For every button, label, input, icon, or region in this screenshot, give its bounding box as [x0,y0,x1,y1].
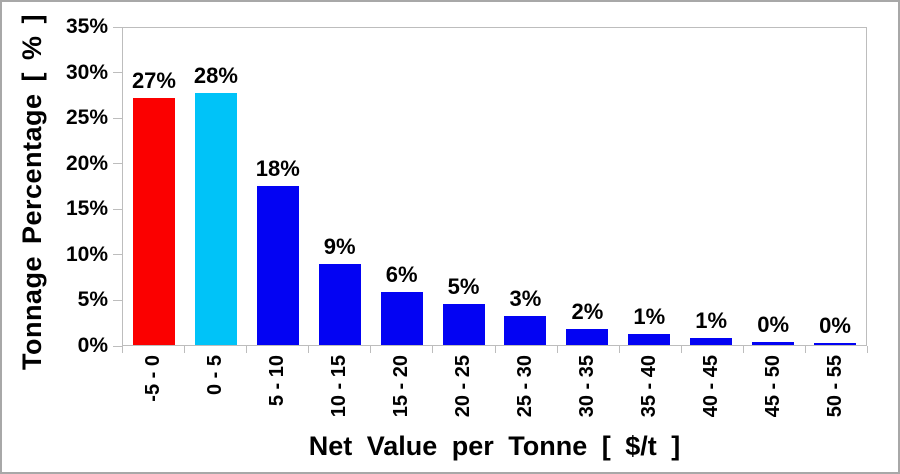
bar-20-25 [442,304,485,345]
x-tick-mark [494,346,496,353]
y-tick-mark [113,163,122,165]
bar-50-55 [814,343,857,345]
x-tick-label: 15 - 20 [389,355,412,418]
y-tick-label: 35% [65,15,108,38]
bar-value-label: 2% [571,298,604,324]
x-tick-label-slot: 30 - 35 [557,355,619,435]
y-tick-label: 0% [77,334,108,357]
y-tick-label: 5% [77,288,108,312]
y-tick-mark [113,26,122,28]
bar-value-label: 27% [131,67,176,93]
bar-10-15 [318,264,361,345]
bar-value-label: 6% [385,261,418,287]
y-tick-label: 30% [65,60,108,84]
bar-value-label: 3% [509,285,542,311]
y-tick-label: 25% [65,106,108,130]
x-tick-mark [867,346,868,353]
x-tick-mark [246,346,248,353]
bar-30-35 [566,329,609,345]
x-tick-label-slot: 10 - 15 [308,355,370,435]
bar-value-label: 5% [447,273,480,299]
x-tick-mark [804,346,806,353]
x-tick-label: 5 - 10 [265,355,288,407]
y-tick-mark [113,117,122,119]
bar-value-label: 1% [695,307,728,333]
x-tick-label: 35 - 40 [638,355,661,418]
x-tick-label-slot: 5 - 10 [246,355,308,435]
y-tick-mark [113,345,122,347]
x-tick-label: -5 - 0 [141,355,164,402]
bar--5-0 [132,98,175,345]
bar-15-20 [380,292,423,345]
bar-0-5 [194,93,237,345]
y-tick-mark [113,299,122,301]
x-tick-mark [556,346,558,353]
plot-area: 27% 28% 18% 9% 6% 5% 3% 2% 1% 1% 0% 0% [122,27,867,346]
x-tick-label-slot: 35 - 40 [619,355,681,435]
x-tick-label-slot: 0 - 5 [184,355,246,435]
x-tick-label: 0 - 5 [203,355,226,396]
x-tick-label: 45 - 50 [762,355,785,418]
y-tick-mark [113,72,122,74]
x-tick-label: 50 - 55 [824,355,847,418]
y-tick-label: 20% [65,151,108,175]
x-tick-mark [122,346,123,353]
x-tick-mark [370,346,372,353]
x-tick-mark [432,346,434,353]
x-tick-label: 10 - 15 [327,355,350,418]
x-tick-mark [680,346,682,353]
bar-value-label: 9% [323,233,356,259]
bar-25-30 [504,316,547,345]
bar-35-40 [628,334,671,345]
bar-45-50 [752,342,795,345]
x-tick-mark [184,346,186,353]
x-tick-label-slot: 40 - 45 [681,355,743,435]
x-tick-label-slot: 45 - 50 [743,355,805,435]
bar-value-label: 0% [819,312,851,338]
bar-value-label: 28% [193,62,238,88]
x-tick-label-slot: 50 - 55 [805,355,867,435]
bar-value-label: 18% [255,155,300,181]
x-tick-label: 25 - 30 [514,355,537,418]
y-tick-mark [113,208,122,210]
bar-5-10 [256,186,299,345]
y-tick-label: 10% [65,242,108,266]
x-axis-title: Net Value per Tonne [ $/t ] [308,431,681,461]
x-tick-mark [742,346,744,353]
x-tick-label-slot: -5 - 0 [122,355,184,435]
x-tick-label: 30 - 35 [576,355,599,418]
x-tick-label-slot: 20 - 25 [432,355,494,435]
x-tick-label-slot: 25 - 30 [495,355,557,435]
x-tick-mark [308,346,310,353]
x-tick-label: 20 - 25 [451,355,474,418]
y-tick-mark [113,254,122,256]
y-tick-label: 15% [65,197,108,221]
x-tick-mark [618,346,620,353]
bar-40-45 [690,338,733,345]
x-tick-label: 40 - 45 [700,355,723,418]
bar-value-label: 1% [633,303,666,329]
x-tick-label-slot: 15 - 20 [370,355,432,435]
bar-value-label: 0% [757,311,790,337]
